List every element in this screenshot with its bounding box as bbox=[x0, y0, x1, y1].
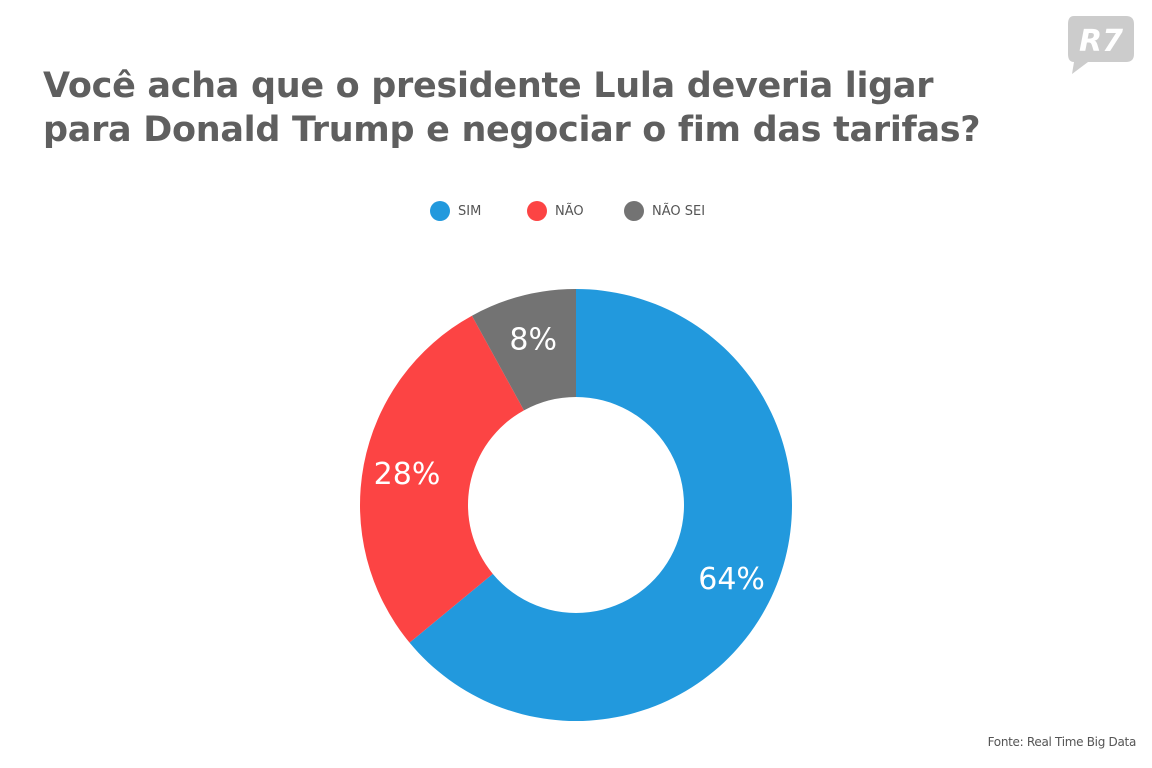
legend: SIM NÃO NÃO SEI bbox=[0, 200, 1152, 222]
donut-label-nao: 28% bbox=[374, 457, 441, 492]
r7-logo: R7 bbox=[1068, 16, 1134, 74]
donut-slice-sim bbox=[409, 289, 792, 722]
donut-slice-nao bbox=[360, 315, 524, 643]
legend-label-nao-sei: NÃO SEI bbox=[652, 203, 706, 219]
legend-item-nao-sei: NÃO SEI bbox=[624, 200, 705, 222]
legend-swatch-nao bbox=[527, 201, 547, 221]
legend-item-nao: NÃO bbox=[527, 200, 584, 222]
source-note: Fonte: Real Time Big Data bbox=[987, 735, 1137, 749]
legend-label-sim: SIM bbox=[458, 203, 482, 219]
donut-label-nao-sei: 8% bbox=[509, 322, 557, 357]
chart-title-line-1: Você acha que o presidente Lula deveria … bbox=[43, 66, 934, 106]
r7-logo-text: R7 bbox=[1079, 24, 1123, 59]
legend-label-nao: NÃO bbox=[555, 203, 584, 219]
chart-title: Você acha que o presidente Lula deveria … bbox=[43, 64, 1043, 152]
legend-item-sim: SIM bbox=[430, 200, 481, 222]
legend-swatch-sim bbox=[430, 201, 450, 221]
donut-label-sim: 64% bbox=[698, 562, 765, 597]
legend-swatch-nao-sei bbox=[624, 201, 644, 221]
chart-title-line-2: para Donald Trump e negociar o fim das t… bbox=[43, 110, 981, 150]
donut-slice-nao-sei bbox=[471, 289, 576, 411]
r7-logo-badge bbox=[1068, 16, 1134, 74]
